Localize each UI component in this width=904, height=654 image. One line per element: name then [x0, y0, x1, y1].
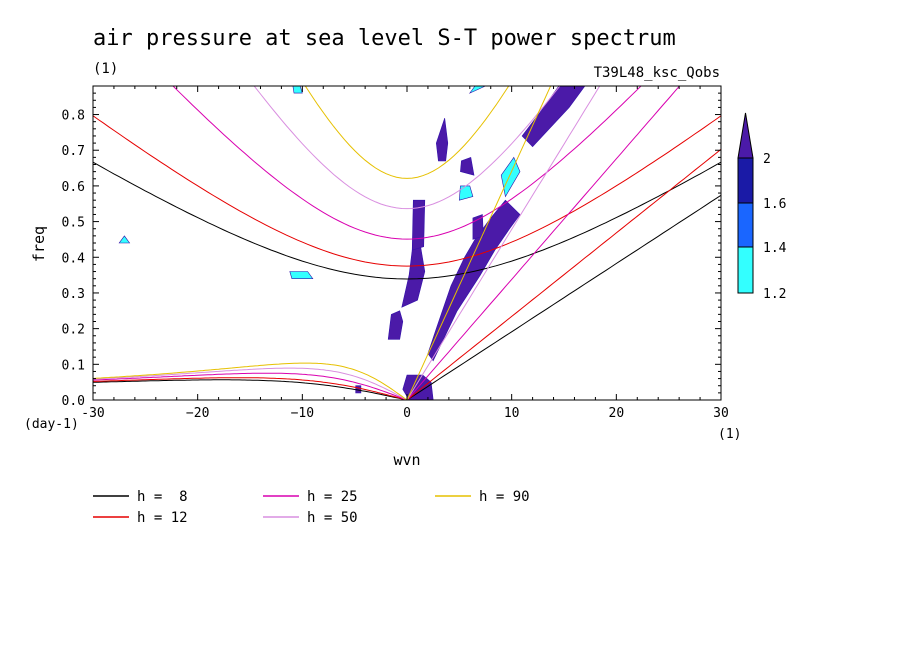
kelvin-curve-h25: [406, 86, 681, 400]
kelvin-curve-h12: [406, 148, 721, 400]
chart-title: air pressure at sea level S-T power spec…: [93, 26, 676, 51]
x-axis-label: wvn: [393, 451, 420, 469]
y-tick-label: 0.1: [62, 358, 85, 373]
rossby-curve-h12: [93, 377, 408, 400]
plot-frame: [92, 85, 722, 401]
y-axis-ticks: 0.0 0.1 0.2 0.3 0.4 0.5 0.6 0.7 0.8: [62, 85, 721, 409]
colorbar: 1.2 1.4 1.6 2: [737, 112, 787, 302]
shaded-region-2: [387, 310, 404, 340]
y-tick-label: 0.6: [62, 180, 85, 195]
colorbar-arrow: [737, 112, 754, 159]
shaded-region-10: [458, 185, 474, 201]
y-tick-label: 0.0: [62, 394, 85, 409]
chart-subtitle-right: T39L48_ksc_Qobs: [594, 65, 720, 81]
gravity-curve-h25: [172, 86, 642, 240]
colorbar-label: 1.2: [763, 287, 786, 302]
x-tick-label: -30: [81, 406, 104, 421]
colorbar-box: [737, 202, 754, 248]
shaded-region-15: [292, 86, 303, 94]
x-tick-label: 20: [609, 406, 625, 421]
y-unit-label: (day-1): [24, 417, 79, 432]
legend: h = 8 h = 12 h = 25 h = 50 h = 90: [93, 489, 530, 526]
shaded-region-3: [401, 246, 426, 308]
x-tick-label: 0: [403, 406, 411, 421]
rossby-curve-h50: [93, 367, 408, 400]
y-tick-label: 0.5: [62, 216, 85, 231]
y-tick-label: 0.2: [62, 323, 85, 338]
x-tick-label: 30: [713, 406, 729, 421]
shaded-region-1: [435, 118, 449, 162]
dispersion-curves: [93, 86, 721, 400]
colorbar-box: [737, 157, 754, 204]
shaded-region-11: [500, 156, 521, 198]
x-unit-label: (1): [718, 427, 741, 442]
x-axis-ticks: -30 −20 −10 0 10 20 30: [81, 86, 729, 421]
rossby-curve-h8: [93, 379, 408, 400]
shaded-region-5: [427, 199, 521, 362]
colorbar-label: 1.6: [763, 197, 786, 212]
shaded-region-4: [411, 199, 426, 251]
colorbar-box: [737, 246, 754, 294]
kelvin-curve-h90: [406, 86, 552, 400]
legend-label: h = 50: [307, 510, 358, 526]
kelvin-curve-h8: [406, 194, 721, 400]
shaded-region-8: [521, 86, 586, 148]
kelvin-curve-h50: [406, 86, 601, 400]
shaded-region-13: [289, 271, 314, 280]
y-tick-label: 0.7: [62, 144, 85, 159]
x-tick-label: 10: [504, 406, 520, 421]
gravity-curve-h12: [93, 115, 721, 267]
x-tick-label: −10: [291, 406, 314, 421]
rossby-curve-h25: [93, 372, 408, 400]
shaded-regions: [118, 86, 586, 400]
y-tick-label: 0.3: [62, 287, 85, 302]
chart-subtitle-left: (1): [93, 61, 118, 77]
legend-label: h = 25: [307, 489, 358, 505]
gravity-curve-h50: [253, 86, 561, 210]
y-tick-label: 0.8: [62, 109, 85, 124]
gravity-curve-h8: [93, 161, 721, 280]
rossby-curve-h90: [93, 362, 408, 400]
legend-label: h = 8: [137, 489, 188, 505]
x-tick-label: −20: [186, 406, 209, 421]
y-tick-label: 0.4: [62, 251, 86, 266]
legend-label: h = 12: [137, 510, 188, 526]
y-axis-label: freq: [30, 226, 48, 262]
shaded-region-12: [468, 86, 486, 94]
colorbar-label: 2: [763, 152, 771, 167]
gravity-curve-h90: [304, 86, 510, 179]
legend-label: h = 90: [479, 489, 530, 505]
shaded-region-14: [118, 235, 131, 244]
shaded-region-7: [460, 156, 475, 176]
colorbar-label: 1.4: [763, 241, 787, 256]
